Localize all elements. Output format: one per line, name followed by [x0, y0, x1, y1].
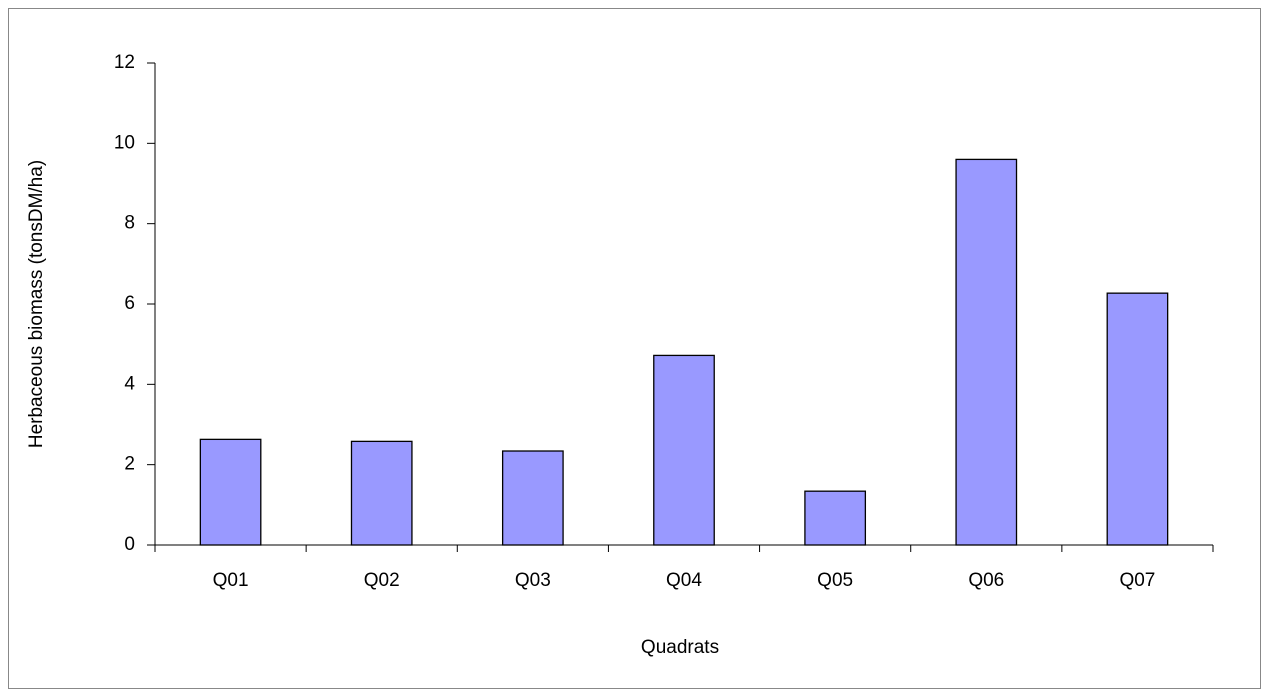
bar: [501, 450, 564, 546]
x-axis-label: Quadrats: [641, 637, 719, 658]
y-tick-label: 6: [124, 293, 135, 314]
y-tick-label: 12: [114, 52, 135, 73]
y-axis-label: Herbaceous biomass (tonsDM/ha): [26, 160, 47, 448]
x-tick-label: Q07: [1119, 570, 1155, 591]
x-tick-label: Q02: [364, 570, 400, 591]
bar: [653, 354, 715, 546]
chart-border: [8, 8, 1261, 689]
bar: [955, 158, 1018, 546]
x-tick-label: Q04: [666, 570, 702, 591]
x-tick-label: Q06: [968, 570, 1004, 591]
x-tick-label: Q03: [515, 570, 551, 591]
bar: [804, 490, 867, 546]
y-tick-label: 10: [114, 132, 135, 153]
y-tick-label: 8: [124, 213, 135, 234]
bar: [1106, 292, 1169, 546]
y-tick-label: 2: [124, 454, 135, 475]
x-tick-label: Q05: [817, 570, 853, 591]
bar: [199, 438, 262, 546]
y-tick-label: 4: [124, 373, 135, 394]
y-tick-label: 0: [124, 534, 135, 555]
bar: [350, 440, 413, 546]
x-tick-label: Q01: [213, 570, 249, 591]
